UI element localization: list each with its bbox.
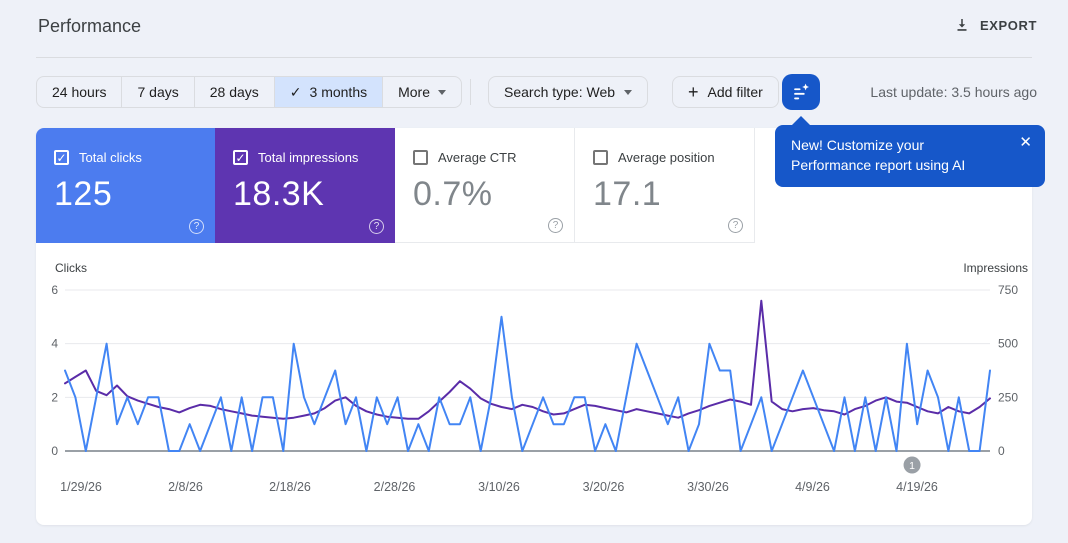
- total-impressions-checkbox[interactable]: ✓: [233, 150, 248, 165]
- export-label: EXPORT: [979, 17, 1037, 33]
- help-icon[interactable]: ?: [369, 219, 384, 234]
- metric-tiles: ✓ Total clicks 125 ? ✓ Total impressions…: [36, 128, 755, 243]
- close-icon[interactable]: ✕: [1019, 134, 1032, 151]
- download-icon: [957, 19, 967, 31]
- export-button[interactable]: EXPORT: [953, 16, 1037, 34]
- left-axis-tick: 6: [51, 283, 58, 297]
- tile-label: Total clicks: [79, 150, 142, 165]
- range-chip-more[interactable]: More: [382, 77, 461, 107]
- tile-label: Total impressions: [258, 150, 359, 165]
- x-axis-date-label: 3/20/26: [583, 480, 625, 494]
- report-card: ✓ Total clicks 125 ? ✓ Total impressions…: [36, 128, 1032, 525]
- tooltip-arrow: [792, 116, 810, 125]
- tile-value: 18.3K: [233, 175, 325, 213]
- range-chip-label: 28 days: [209, 84, 259, 100]
- range-chip-label: More: [398, 84, 431, 100]
- date-range-group: 24 hours 7 days 28 days ✓ 3 months More: [36, 76, 463, 108]
- help-icon[interactable]: ?: [728, 218, 743, 233]
- tile-average-position[interactable]: Average position 17.1 ?: [575, 128, 755, 243]
- plus-icon: +: [688, 82, 699, 102]
- help-icon[interactable]: ?: [189, 219, 204, 234]
- add-filter-label: Add filter: [707, 84, 763, 100]
- x-axis-date-label: 4/19/26: [896, 480, 938, 494]
- impressions-line: [64, 299, 991, 420]
- average-position-checkbox[interactable]: [593, 150, 608, 165]
- right-axis-tick: 250: [998, 390, 1018, 404]
- left-axis-tick: 2: [51, 390, 58, 404]
- search-type-label: Search type: Web: [504, 84, 616, 100]
- right-axis-tick: 750: [998, 283, 1018, 297]
- x-axis-date-label: 2/18/26: [269, 480, 311, 494]
- average-ctr-checkbox[interactable]: [413, 150, 428, 165]
- last-update-text: Last update: 3.5 hours ago: [870, 84, 1037, 100]
- toolbar-separator: [470, 79, 471, 105]
- x-axis-date-label: 4/9/26: [795, 480, 830, 494]
- search-type-dropdown[interactable]: Search type: Web: [488, 76, 649, 108]
- tile-total-impressions[interactable]: ✓ Total impressions 18.3K ?: [215, 128, 395, 243]
- range-chip-label: 3 months: [309, 84, 368, 100]
- ai-customize-button[interactable]: [782, 74, 820, 110]
- help-icon[interactable]: ?: [548, 218, 563, 233]
- right-axis-tick: 0: [998, 444, 1005, 458]
- range-chip-label: 24 hours: [52, 84, 107, 100]
- tile-label: Average position: [618, 150, 715, 165]
- chevron-down-icon: [438, 89, 447, 95]
- ai-notification: New! Customize your Performance report u…: [775, 116, 1045, 187]
- chevron-down-icon: [624, 89, 633, 95]
- tile-total-clicks[interactable]: ✓ Total clicks 125 ?: [36, 128, 215, 243]
- annotation-badge-label: 1: [909, 460, 915, 472]
- ai-filter-sparkle-icon: [794, 83, 809, 100]
- tile-value: 17.1: [593, 175, 662, 213]
- annotation-badge[interactable]: [903, 456, 921, 474]
- tile-label: Average CTR: [438, 150, 517, 165]
- left-axis-tick: 0: [51, 444, 58, 458]
- range-chip-7-days[interactable]: 7 days: [121, 77, 193, 107]
- performance-chart: 0 2 4 6 0 250 500 750 Clicks Impressions 1/29/26 2/…: [51, 261, 1028, 494]
- add-filter-button[interactable]: + Add filter: [672, 76, 779, 108]
- left-axis-tick: 4: [51, 337, 58, 351]
- right-axis-label: Impressions: [963, 261, 1028, 275]
- left-axis-label: Clicks: [55, 261, 87, 275]
- range-chip-24-hours[interactable]: 24 hours: [37, 77, 121, 107]
- page-title: Performance: [38, 16, 142, 36]
- x-axis-date-label: 3/30/26: [687, 480, 729, 494]
- range-chip-28-days[interactable]: 28 days: [193, 77, 274, 107]
- range-chip-label: 7 days: [137, 84, 179, 100]
- x-axis-date-label: 2/8/26: [168, 480, 203, 494]
- right-axis-tick: 500: [998, 337, 1018, 351]
- tile-value: 0.7%: [413, 175, 493, 213]
- header-divider: [36, 57, 1032, 58]
- clicks-line: [64, 315, 991, 452]
- x-axis-date-label: 2/28/26: [374, 480, 416, 494]
- x-axis-date-label: 3/10/26: [478, 480, 520, 494]
- check-icon: ✓: [289, 83, 302, 100]
- range-chip-3-months[interactable]: ✓ 3 months: [273, 77, 383, 107]
- x-axis-date-label: 1/29/26: [60, 480, 102, 494]
- total-clicks-checkbox[interactable]: ✓: [54, 150, 69, 165]
- tile-value: 125: [54, 175, 113, 213]
- tile-average-ctr[interactable]: Average CTR 0.7% ?: [395, 128, 575, 243]
- notification-text: New! Customize your Performance report u…: [791, 137, 966, 173]
